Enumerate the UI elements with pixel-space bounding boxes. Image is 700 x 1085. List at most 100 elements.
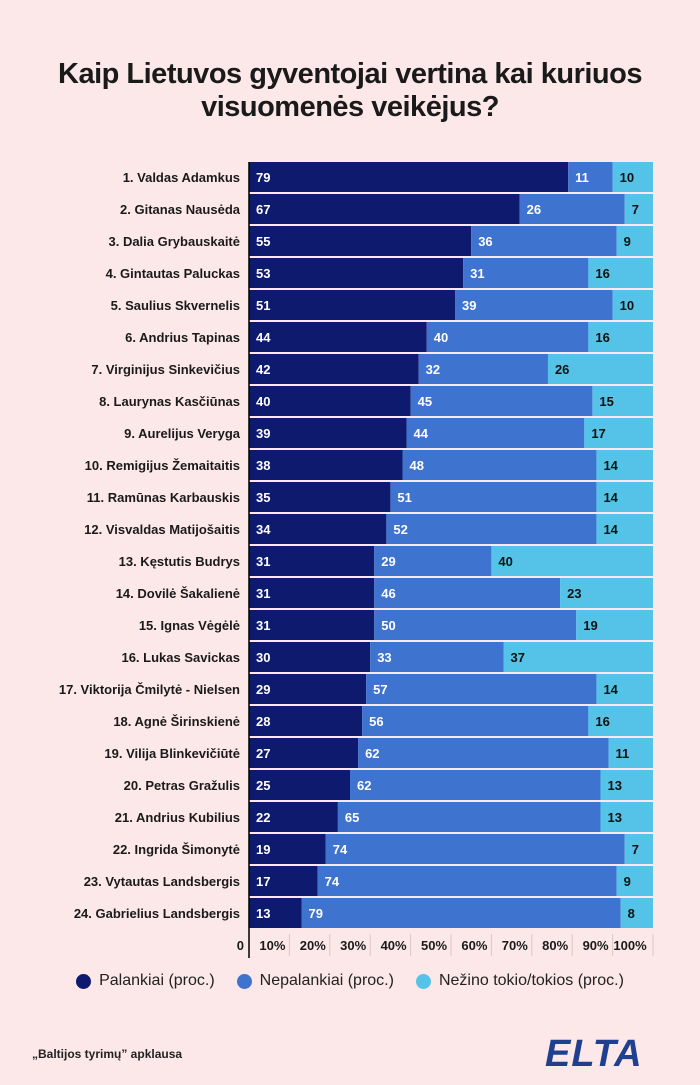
data-label: 16 [595,266,609,281]
bar-segment-unfavorable [402,450,597,480]
category-label: 24. Gabrielius Landsbergis [74,906,240,921]
data-label: 13 [607,778,621,793]
bar-segment-favorable [249,226,472,256]
data-label: 30 [256,650,270,665]
bar-segment-favorable [249,386,411,416]
data-label: 38 [256,458,270,473]
bar-segment-unfavorable [471,226,617,256]
data-label: 11 [616,746,630,761]
category-label: 13. Kęstutis Budrys [119,554,240,569]
bar-segment-favorable [249,610,375,640]
legend-item-unfavorable: Nepalankiai (proc.) [236,972,394,990]
data-label: 7 [632,202,639,217]
bar-segment-unknown [600,770,653,800]
bar-segment-favorable [249,738,359,768]
bar-segment-favorable [249,162,569,192]
bar-segment-unfavorable [455,290,613,320]
data-label: 31 [470,266,484,281]
bar-segment-favorable [249,642,371,672]
data-label: 40 [256,394,270,409]
category-label: 18. Agnė Širinskienė [113,714,240,729]
data-label: 51 [256,298,270,313]
data-label: 8 [628,906,635,921]
data-label: 40 [434,330,448,345]
legend-swatch-unknown [415,973,431,989]
legend-item-favorable: Palankiai (proc.) [76,972,215,990]
category-label: 8. Laurynas Kasčiūnas [99,394,240,409]
elta-logo: ELTA [545,1033,643,1075]
data-label: 26 [527,202,541,217]
category-label: 10. Remigijus Žemaitaitis [85,458,240,473]
bar-segment-unfavorable [374,546,492,576]
data-label: 65 [345,810,359,825]
data-label: 53 [256,266,270,281]
category-label: 3. Dalia Grybauskaitė [108,234,240,249]
data-label: 62 [365,746,379,761]
bar-segment-unfavorable [519,194,625,224]
x-tick-label: 70% [502,938,528,953]
bar-segment-unfavorable [366,674,597,704]
x-tick-label: 90% [583,938,609,953]
bar-segment-favorable [249,546,375,576]
data-label: 50 [381,618,395,633]
data-label: 29 [381,554,395,569]
bar-segment-unfavorable [568,162,613,192]
category-label: 2. Gitanas Nausėda [120,202,241,217]
bar-segment-favorable [249,258,464,288]
bar-segment-unknown [588,706,653,736]
bar-segment-unknown [596,450,653,480]
bar-segment-unknown [624,194,653,224]
bar-segment-unfavorable [301,898,621,928]
category-label: 17. Viktorija Čmilytė - Nielsen [59,682,240,697]
bar-segment-favorable [249,322,427,352]
data-label: 37 [511,650,525,665]
bar-segment-unfavorable [463,258,589,288]
data-label: 10 [620,298,634,313]
data-label: 16 [595,714,609,729]
data-label: 14 [603,522,618,537]
bar-segment-favorable [249,770,350,800]
x-tick-label: 0 [237,938,244,953]
data-label: 11 [575,170,589,185]
category-label: 1. Valdas Adamkus [123,170,240,185]
bar-segment-unfavorable [406,418,585,448]
data-label: 42 [256,362,270,377]
category-label: 9. Aurelijus Veryga [124,426,241,441]
bar-segment-favorable [249,834,326,864]
data-label: 35 [256,490,270,505]
x-tick-label: 10% [259,938,285,953]
bar-segment-unknown [616,226,653,256]
bar-segment-favorable [249,578,375,608]
data-label: 13 [256,906,270,921]
x-tick-label: 30% [340,938,366,953]
data-label: 79 [309,906,323,921]
x-tick-label: 80% [542,938,568,953]
x-tick-label: 20% [300,938,326,953]
bar-segment-unknown [596,482,653,512]
bar-segment-unfavorable [374,578,561,608]
bar-segment-unknown [588,322,653,352]
data-label: 17 [256,874,270,889]
data-label: 33 [377,650,391,665]
bar-segment-unknown [612,162,653,192]
x-tick-label: 50% [421,938,447,953]
bar-segment-unknown [616,866,653,896]
bar-segment-unknown [596,674,653,704]
category-label: 21. Andrius Kubilius [115,810,240,825]
bar-segment-favorable [249,194,520,224]
category-label: 7. Virginijus Sinkevičius [91,362,240,377]
bar-segment-unfavorable [418,354,548,384]
bar-segment-unknown [608,738,653,768]
bar-segment-favorable [249,706,363,736]
bar-segment-unfavorable [350,770,601,800]
bar-segment-unfavorable [362,706,589,736]
category-label: 14. Dovilė Šakalienė [116,586,240,601]
data-label: 27 [256,746,270,761]
data-label: 9 [624,874,631,889]
data-label: 23 [567,586,581,601]
bar-segment-unfavorable [370,642,504,672]
bar-segment-unknown [596,514,653,544]
category-label: 4. Gintautas Paluckas [106,266,240,281]
legend-label-favorable: Palankiai (proc.) [99,972,215,989]
